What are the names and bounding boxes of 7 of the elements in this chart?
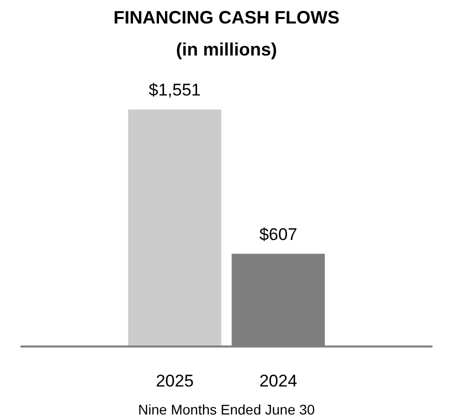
data-label: $607: [259, 224, 298, 244]
data-label: $1,551: [148, 80, 201, 100]
x-tick-label: 2024: [259, 372, 298, 390]
x-axis-title: Nine Months Ended June 30: [138, 402, 316, 418]
chart-subtitle: (in millions): [176, 40, 278, 60]
chart-title: FINANCING CASH FLOWS: [114, 8, 340, 28]
x-tick-label: 2025: [156, 372, 194, 390]
